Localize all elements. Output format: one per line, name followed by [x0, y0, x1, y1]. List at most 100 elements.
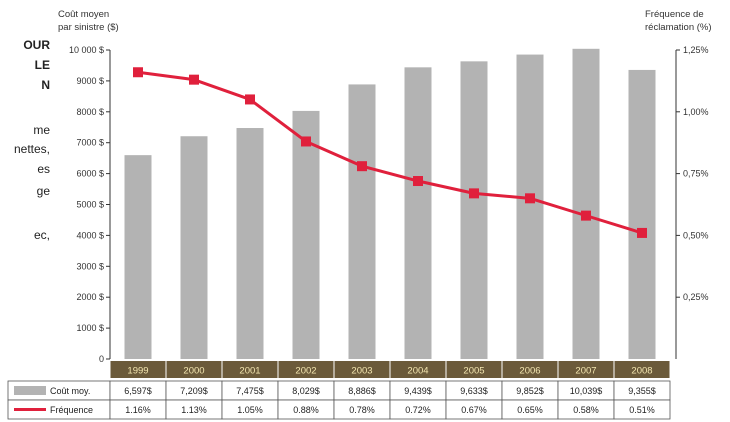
table-value: 0.88%	[293, 405, 319, 415]
right-tick-label: 1,00%	[683, 107, 709, 117]
frequency-line	[137, 70, 643, 235]
legend-label: Fréquence	[50, 405, 93, 415]
bar	[628, 69, 656, 360]
table-value: 8,886$	[348, 386, 376, 396]
year-cell	[558, 361, 614, 378]
side-text-line: OUR	[23, 38, 50, 52]
left-tick-label: 0	[99, 354, 104, 364]
table-value: 0.78%	[349, 405, 375, 415]
left-axis: 0 1000 $ 2000 $ 3000 $ 4000 $ 5000 $ 6000 $ 700…	[58, 9, 119, 364]
year-cell	[502, 361, 558, 378]
table-cell	[613, 399, 671, 420]
year-label: 2002	[295, 366, 316, 377]
bar	[348, 84, 376, 359]
table-value: 7,209$	[180, 386, 208, 396]
line-series	[133, 67, 647, 238]
side-text-line: nettes,	[13, 142, 50, 156]
year-label: 2008	[631, 366, 652, 377]
bar-series	[124, 48, 656, 360]
year-cell	[166, 361, 222, 378]
table-value: 6,597$	[124, 386, 152, 396]
left-tick-label: 6000 $	[76, 169, 104, 179]
table-value: 0.72%	[405, 405, 431, 415]
bar	[180, 136, 208, 359]
right-tick-label: 0,25%	[683, 292, 709, 302]
year-label: 2004	[407, 366, 428, 377]
table-value: 10,039$	[570, 386, 603, 396]
table-value: 9,633$	[460, 386, 488, 396]
data-table: Coût moy. 6,597$ 7,209$ 7,475$ 8,029$ 8,886$ 9…	[7, 380, 671, 420]
year-label: 2001	[239, 366, 260, 377]
left-tick-label: 5000 $	[76, 200, 104, 210]
table-value: 1.05%	[237, 405, 263, 415]
table-value: 0.58%	[573, 405, 599, 415]
year-cell	[334, 361, 390, 378]
left-tick-label: 1000 $	[76, 323, 104, 333]
right-tick-label: 0,50%	[683, 230, 709, 240]
frequency-point	[189, 74, 199, 85]
year-cell	[614, 361, 670, 378]
bar	[572, 48, 600, 360]
year-label: 2000	[183, 366, 204, 377]
table-value: 9,355$	[628, 386, 656, 396]
side-text-line: N	[41, 78, 50, 92]
bar	[236, 128, 264, 359]
left-tick-label: 10 000 $	[69, 45, 104, 55]
left-tick-label: 7000 $	[76, 138, 104, 148]
table-value: 0.67%	[461, 405, 487, 415]
frequency-point	[525, 193, 535, 204]
table-value: 1.13%	[181, 405, 207, 415]
year-cell	[390, 361, 446, 378]
year-label: 2003	[351, 366, 372, 377]
side-text-line: me	[33, 123, 50, 137]
right-tick-label: 0,75%	[683, 169, 709, 179]
left-tick-label: 8000 $	[76, 107, 104, 117]
year-label: 2006	[519, 366, 540, 377]
table-value: 1.16%	[125, 405, 151, 415]
left-axis-title: Coût moyen	[58, 9, 109, 20]
bar	[124, 155, 152, 359]
frequency-point	[469, 188, 479, 199]
left-axis-title: par sinistre ($)	[58, 22, 119, 33]
year-cell	[110, 361, 166, 378]
table-value: 9,852$	[516, 386, 544, 396]
frequency-point	[245, 94, 255, 105]
year-cell	[278, 361, 334, 378]
left-tick-label: 2000 $	[76, 292, 104, 302]
year-band: 1999 2000 2001 2002 2003 2004 2005 2006 2007 2008	[110, 361, 670, 378]
bar	[516, 54, 544, 359]
side-text-line: ge	[36, 184, 50, 198]
table-value: 8,029$	[292, 386, 320, 396]
legend-label: Coût moy.	[50, 386, 90, 396]
frequency-point	[133, 67, 143, 78]
table-value: 0.51%	[629, 405, 655, 415]
bar	[292, 110, 320, 359]
year-label: 1999	[127, 366, 148, 377]
bar	[460, 61, 488, 359]
legend-swatch	[14, 386, 46, 395]
side-text-line: ec,	[33, 228, 50, 242]
right-tick-label: 1,25%	[683, 45, 709, 55]
year-cell	[446, 361, 502, 378]
right-axis: 0,25% 0,50% 0,75% 1,00% 1,25% Fréquence de réc…	[645, 9, 712, 359]
bar	[404, 67, 432, 359]
left-tick-label: 4000 $	[76, 230, 104, 240]
side-text-line: es	[37, 162, 50, 176]
year-label: 2005	[463, 366, 484, 377]
left-tick-label: 3000 $	[76, 261, 104, 271]
frequency-point	[637, 227, 647, 238]
table-value: 7,475$	[236, 386, 264, 396]
frequency-point	[301, 136, 311, 147]
year-cell	[222, 361, 278, 378]
right-axis-title: Fréquence de	[645, 9, 704, 20]
side-text-line: LE	[34, 58, 50, 72]
left-tick-label: 9000 $	[76, 76, 104, 86]
table-value: 9,439$	[404, 386, 432, 396]
frequency-point	[581, 210, 591, 221]
table-value: 0.65%	[517, 405, 543, 415]
frequency-point	[357, 161, 367, 172]
right-axis-title: réclamation (%)	[645, 22, 712, 33]
year-label: 2007	[575, 366, 596, 377]
frequency-point	[413, 176, 423, 187]
